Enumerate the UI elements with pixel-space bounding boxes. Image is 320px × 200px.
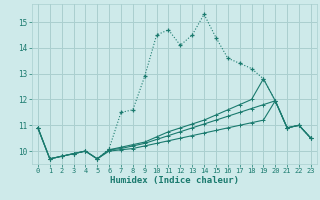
X-axis label: Humidex (Indice chaleur): Humidex (Indice chaleur)	[110, 176, 239, 185]
